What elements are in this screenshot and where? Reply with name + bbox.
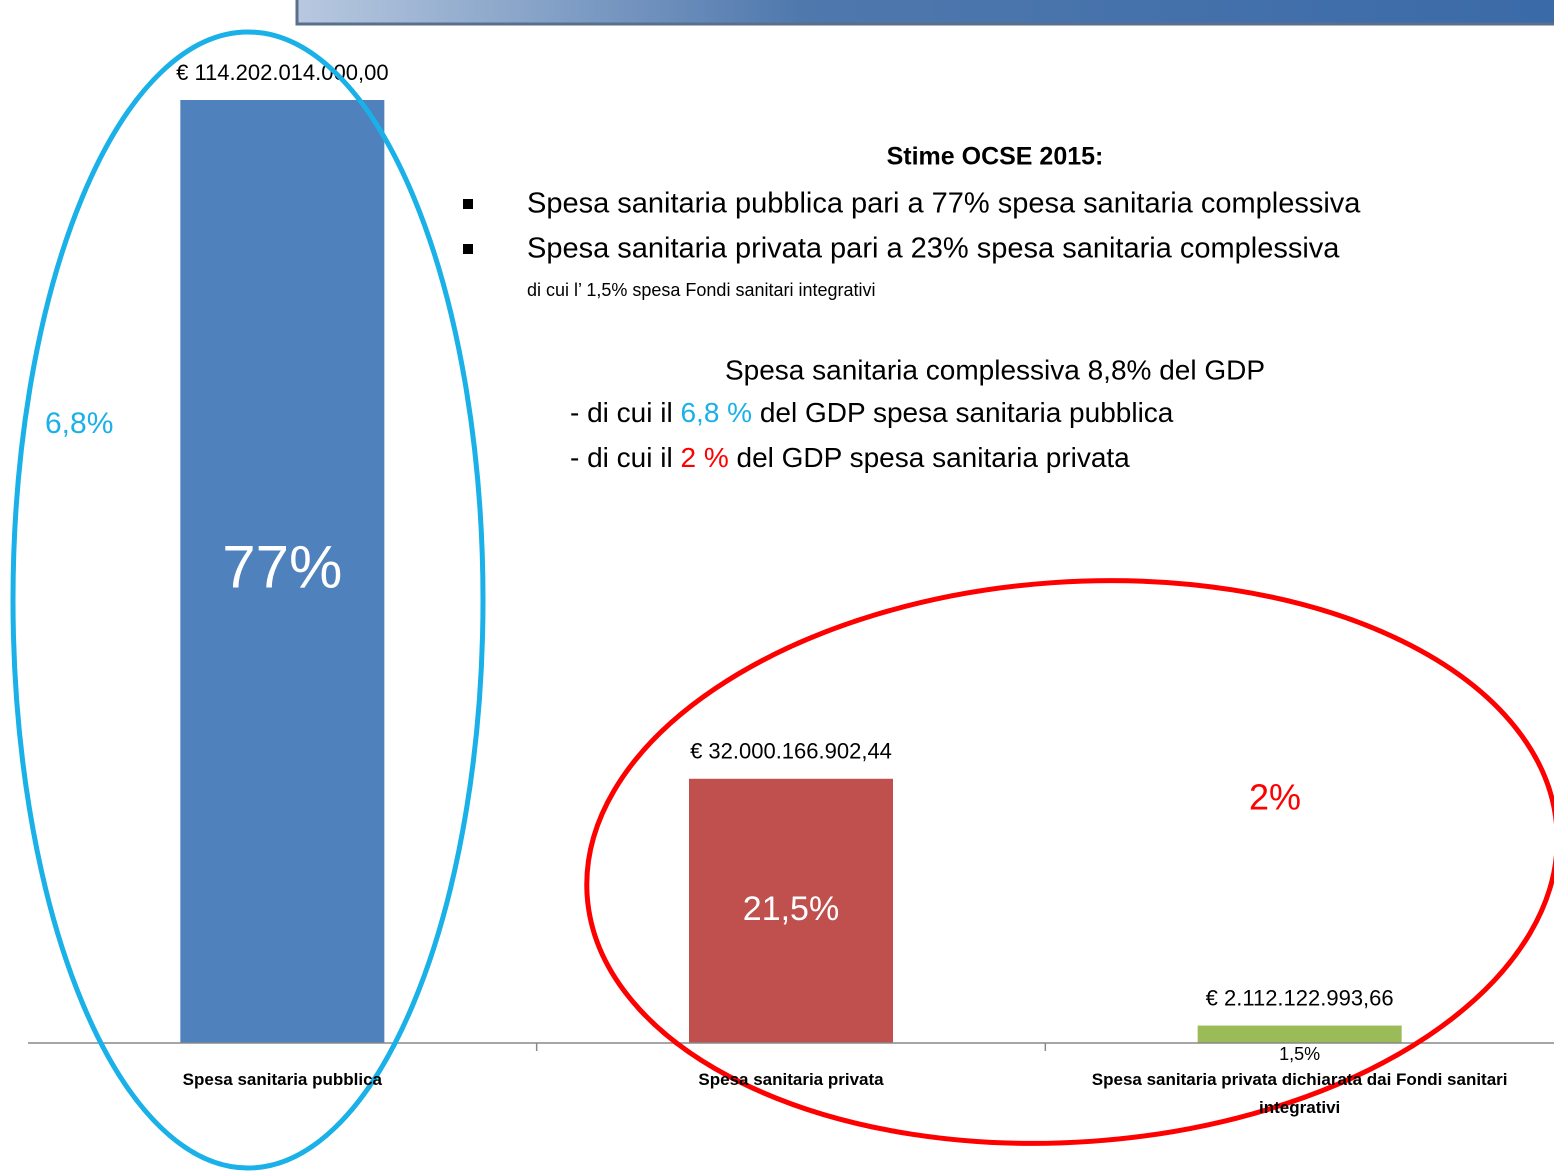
highlight: 6,8 % — [680, 397, 752, 428]
text: - di cui il — [570, 397, 680, 428]
share-label: 1,5% — [1279, 1044, 1320, 1064]
x-tick-label: Spesa sanitaria privata dichiarata dai F… — [1091, 1070, 1508, 1117]
bullet — [463, 244, 473, 254]
highlight-ellipse — [584, 578, 1554, 1146]
bar — [1197, 1025, 1402, 1043]
value-label: € 32.000.166.902,44 — [690, 739, 892, 764]
private-gdp-label: 2% — [1249, 777, 1301, 818]
value-label: € 114.202.014.000,00 — [176, 60, 388, 85]
share-label: 77% — [222, 533, 342, 600]
highlight: 2 % — [680, 442, 728, 473]
sub-note: di cui l’ 1,5% spesa Fondi sanitari inte… — [527, 280, 876, 300]
bar — [689, 778, 893, 1043]
bullet-text: Spesa sanitaria privata pari a 23% spesa… — [527, 233, 1340, 265]
notes-heading: Stime OCSE 2015: — [887, 143, 1104, 171]
bullet-text: Spesa sanitaria pubblica pari a 77% spes… — [527, 188, 1361, 220]
x-tick-label: Spesa sanitaria privata — [698, 1070, 884, 1089]
gdp-public: - di cui il 6,8 % del GDP spesa sanitari… — [570, 397, 1174, 428]
share-label: 21,5% — [743, 890, 839, 928]
bullet — [463, 199, 473, 209]
public-gdp-label: 6,8% — [45, 407, 113, 440]
header-bar — [295, 0, 1554, 26]
x-tick-label: Spesa sanitaria pubblica — [182, 1070, 382, 1089]
gdp-private: - di cui il 2 % del GDP spesa sanitaria … — [570, 442, 1130, 473]
bar — [180, 100, 385, 1043]
text: - di cui il — [570, 442, 680, 473]
highlight-ellipse — [10, 29, 486, 1171]
gdp-total: Spesa sanitaria complessiva 8,8% del GDP — [725, 354, 1265, 385]
value-label: € 2.112.122.993,66 — [1206, 985, 1394, 1010]
text: del GDP spesa sanitaria privata — [729, 442, 1130, 473]
text: del GDP spesa sanitaria pubblica — [752, 397, 1174, 428]
